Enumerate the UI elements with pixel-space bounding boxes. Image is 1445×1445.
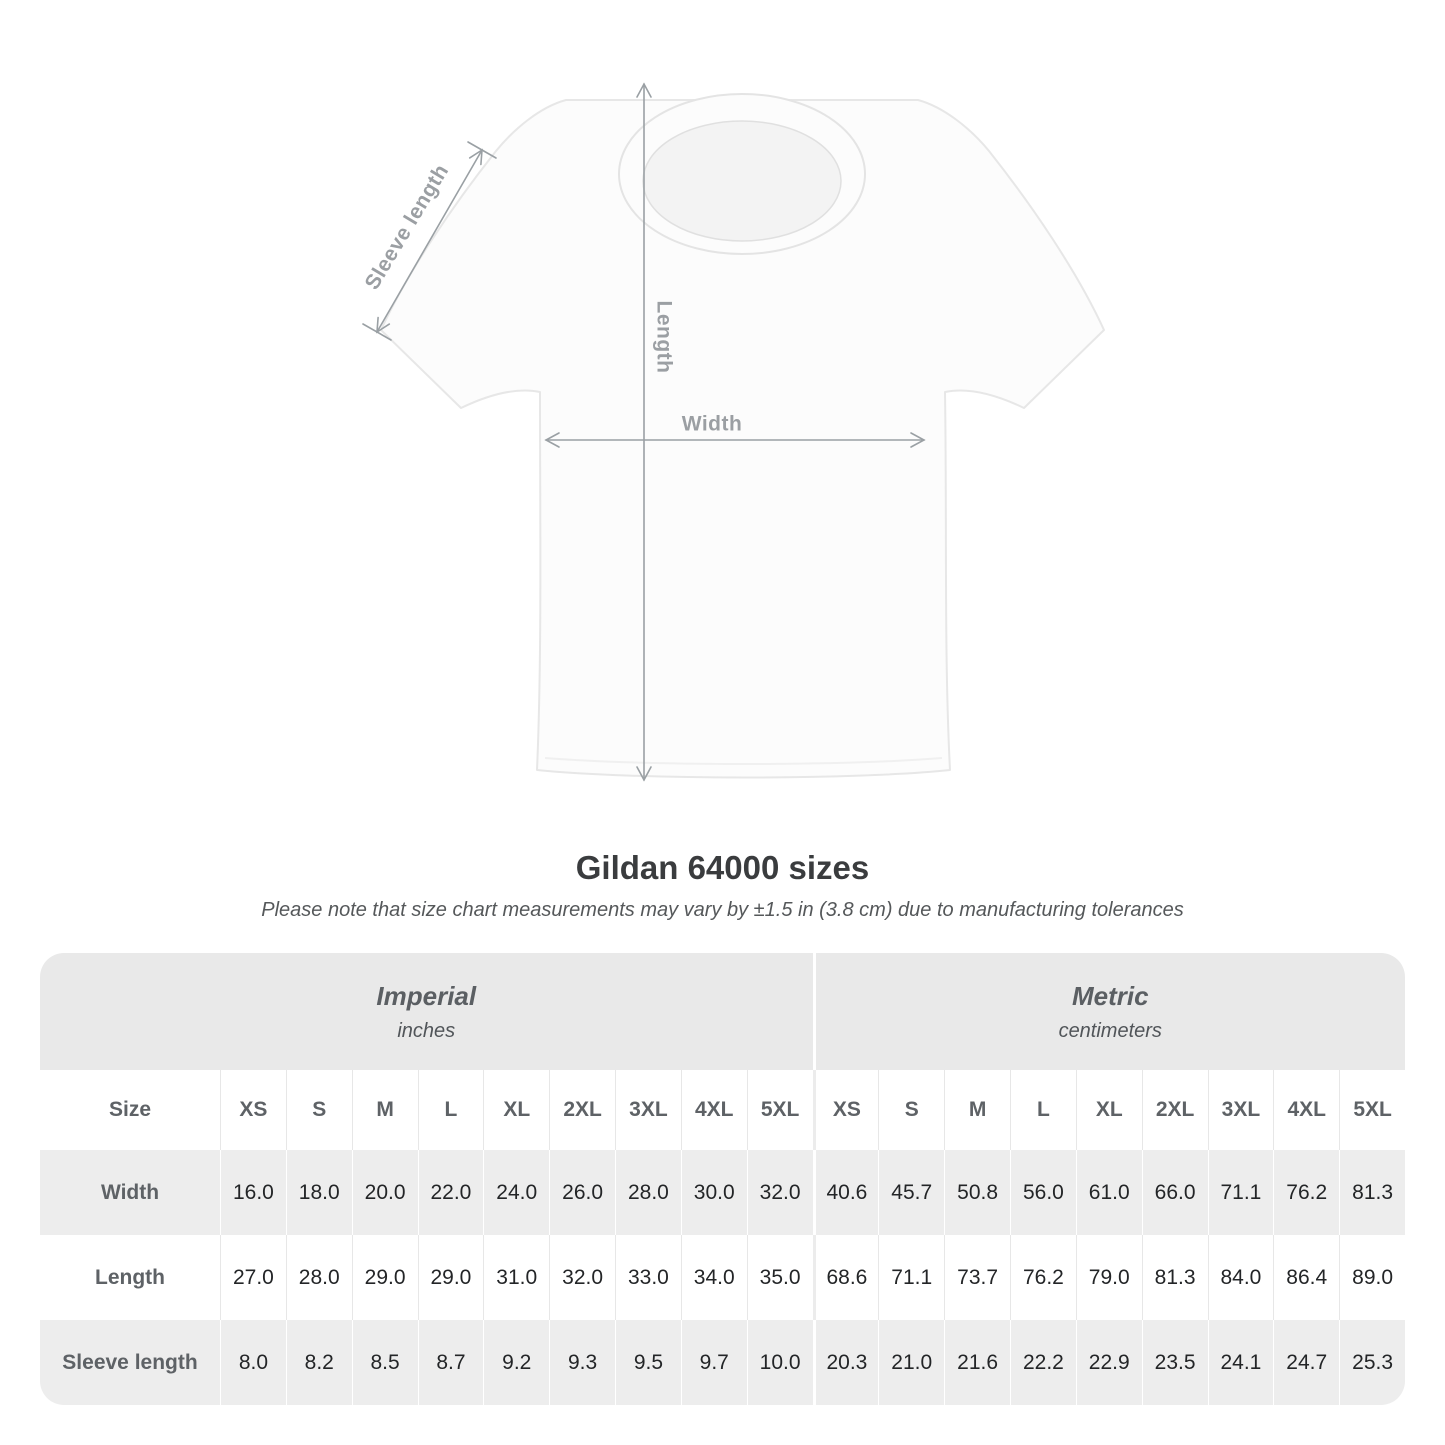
metric-size-header: 2XL [1141,1070,1208,1150]
imperial-value: 28.0 [615,1150,681,1235]
sleeve-length-arrow [362,141,497,341]
imperial-value: 32.0 [746,1150,813,1235]
metric-size-header: 5XL [1339,1070,1405,1150]
metric-value: 24.1 [1207,1320,1274,1405]
imperial-group-header: Imperial inches [40,953,813,1070]
metric-value: 23.5 [1141,1320,1208,1405]
imperial-value: 24.0 [483,1150,550,1235]
imperial-size-header: 3XL [615,1070,681,1150]
metric-value: 22.2 [1010,1320,1076,1405]
imperial-value: 29.0 [351,1235,418,1320]
metric-value: 24.7 [1273,1320,1340,1405]
metric-group-unit: centimeters [1058,1019,1162,1042]
imperial-value: 26.0 [549,1150,615,1235]
imperial-value: 35.0 [746,1235,813,1320]
imperial-size-header: L [417,1070,484,1150]
metric-value: 21.6 [944,1320,1010,1405]
metric-value: 84.0 [1207,1235,1274,1320]
metric-size-header: XS [812,1070,879,1150]
imperial-value: 16.0 [220,1150,286,1235]
size-corner-header: Size [40,1070,220,1150]
metric-group-header: Metric centimeters [812,953,1405,1070]
metric-value: 45.7 [878,1150,945,1235]
imperial-value: 34.0 [680,1235,747,1320]
metric-value: 61.0 [1075,1150,1142,1235]
imperial-value: 30.0 [680,1150,747,1235]
metric-value: 50.8 [944,1150,1010,1235]
metric-size-header: M [944,1070,1010,1150]
imperial-size-header: XS [220,1070,286,1150]
page-title: Gildan 64000 sizes [575,849,870,886]
metric-value: 25.3 [1339,1320,1405,1405]
width-arrow [544,432,926,448]
metric-value: 21.0 [878,1320,945,1405]
imperial-size-header: M [351,1070,418,1150]
metric-value: 66.0 [1141,1150,1208,1235]
metric-size-header: S [878,1070,945,1150]
imperial-value: 33.0 [615,1235,681,1320]
hem-seam [544,757,943,765]
tolerance-note: Please note that size chart measurements… [261,899,1184,921]
metric-value: 22.9 [1075,1320,1142,1405]
imperial-size-header: 5XL [746,1070,813,1150]
metric-size-header: XL [1075,1070,1142,1150]
tshirt-measurement-diagram: Sleeve length Length Width [361,82,1105,782]
imperial-value: 27.0 [220,1235,286,1320]
metric-value: 76.2 [1273,1150,1340,1235]
imperial-value: 10.0 [746,1320,813,1405]
metric-value: 40.6 [812,1150,879,1235]
metric-value: 73.7 [944,1235,1010,1320]
metric-size-header: 4XL [1273,1070,1340,1150]
length-label: Length [653,301,676,374]
imperial-size-header: XL [483,1070,550,1150]
imperial-value: 9.7 [680,1320,747,1405]
size-table: Imperial inches Metric centimeters Size X… [40,953,1405,1405]
imperial-value: 31.0 [483,1235,550,1320]
metric-value: 76.2 [1010,1235,1076,1320]
tshirt-collar-inner [642,120,842,242]
imperial-value: 8.2 [285,1320,352,1405]
imperial-size-header: 2XL [549,1070,615,1150]
imperial-group-unit: inches [397,1019,456,1042]
metric-value: 79.0 [1075,1235,1142,1320]
metric-value: 68.6 [812,1235,879,1320]
metric-value: 89.0 [1339,1235,1405,1320]
imperial-value: 29.0 [417,1235,484,1320]
metric-value: 81.3 [1141,1235,1208,1320]
imperial-value: 22.0 [417,1150,484,1235]
metric-value: 71.1 [878,1235,945,1320]
imperial-value: 9.5 [615,1320,681,1405]
metric-value: 71.1 [1207,1150,1274,1235]
metric-size-header: L [1010,1070,1076,1150]
imperial-value: 28.0 [285,1235,352,1320]
metric-value: 56.0 [1010,1150,1076,1235]
length-arrow [636,82,652,782]
width-label: Width [682,413,743,436]
row-label: Sleeve length [40,1320,220,1405]
row-label: Length [40,1235,220,1320]
metric-group-title: Metric [1071,980,1149,1011]
imperial-value: 32.0 [549,1235,615,1320]
imperial-value: 8.7 [417,1320,484,1405]
imperial-value: 9.3 [549,1320,615,1405]
imperial-value: 9.2 [483,1320,550,1405]
imperial-value: 20.0 [351,1150,418,1235]
imperial-size-header: S [285,1070,352,1150]
row-label: Width [40,1150,220,1235]
metric-value: 20.3 [812,1320,879,1405]
imperial-size-header: 4XL [680,1070,747,1150]
metric-size-header: 3XL [1207,1070,1274,1150]
metric-value: 81.3 [1339,1150,1405,1235]
imperial-value: 18.0 [285,1150,352,1235]
imperial-group-title: Imperial [376,980,477,1011]
metric-value: 86.4 [1273,1235,1340,1320]
imperial-value: 8.5 [351,1320,418,1405]
imperial-value: 8.0 [220,1320,286,1405]
